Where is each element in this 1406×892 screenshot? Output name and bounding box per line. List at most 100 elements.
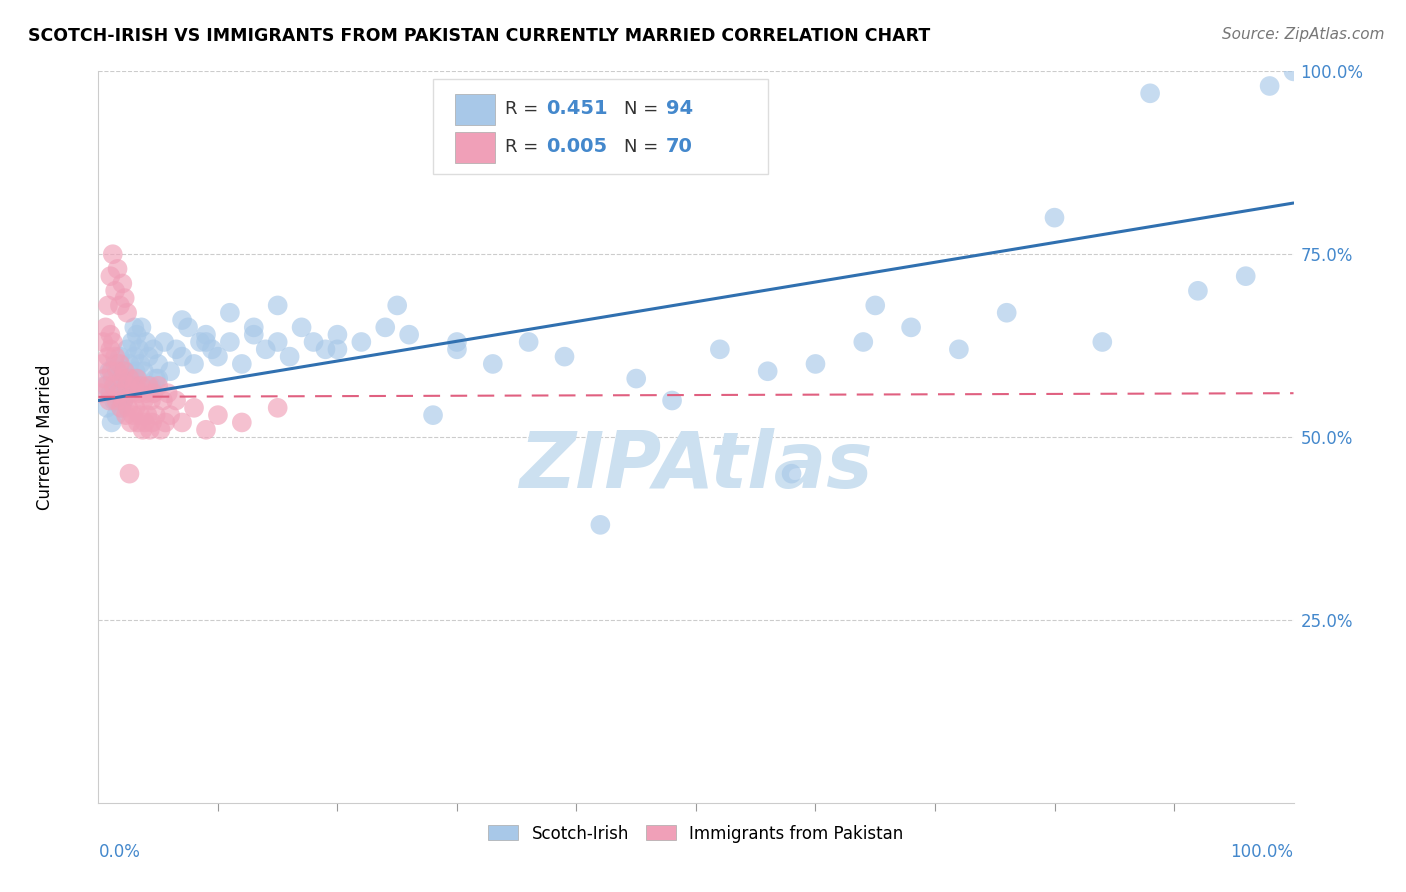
Point xyxy=(129,357,152,371)
Point xyxy=(120,371,142,385)
Point xyxy=(145,408,167,422)
Point xyxy=(446,343,468,357)
Point xyxy=(231,357,253,371)
Point xyxy=(107,261,129,276)
Point xyxy=(172,350,194,364)
Point xyxy=(131,320,153,334)
Point xyxy=(91,357,114,371)
Point xyxy=(111,277,134,291)
Point xyxy=(267,401,290,415)
Point xyxy=(114,364,136,378)
Point xyxy=(105,393,128,408)
Point xyxy=(481,357,505,371)
Point xyxy=(131,423,153,437)
Point xyxy=(149,423,172,437)
Point xyxy=(302,334,325,349)
Text: 70: 70 xyxy=(666,137,693,156)
Point xyxy=(122,379,145,393)
Point xyxy=(589,517,612,532)
Point xyxy=(207,350,229,364)
Point xyxy=(108,357,131,371)
Point xyxy=(165,343,187,357)
Point xyxy=(107,386,129,401)
Point xyxy=(138,379,160,393)
Point xyxy=(142,343,165,357)
Point xyxy=(118,371,141,385)
Point xyxy=(422,408,444,422)
Point xyxy=(948,343,970,357)
Point xyxy=(709,343,731,357)
Point xyxy=(104,357,127,371)
Point xyxy=(124,401,146,415)
Point xyxy=(326,343,349,357)
Point xyxy=(111,371,134,385)
Point xyxy=(219,334,242,349)
Point xyxy=(100,416,122,430)
Point xyxy=(110,401,132,415)
Point xyxy=(195,327,218,342)
Point xyxy=(122,408,145,422)
Point xyxy=(107,386,129,401)
Point xyxy=(159,364,181,378)
Point xyxy=(118,467,141,481)
Point xyxy=(1258,78,1281,93)
Point xyxy=(291,320,314,334)
Text: R =: R = xyxy=(505,137,538,156)
Point xyxy=(93,371,115,385)
Point xyxy=(148,357,170,371)
Point xyxy=(243,320,266,334)
Point xyxy=(120,416,142,430)
Point xyxy=(138,350,160,364)
Point xyxy=(98,327,122,342)
Point xyxy=(145,371,167,385)
Point xyxy=(554,350,576,364)
Point xyxy=(96,401,118,415)
Point xyxy=(128,386,150,401)
Point xyxy=(243,327,266,342)
Point xyxy=(188,334,211,349)
Point xyxy=(98,386,122,401)
Point xyxy=(1091,334,1114,349)
Point xyxy=(995,306,1018,320)
Point xyxy=(115,408,138,422)
Point xyxy=(135,334,157,349)
Point xyxy=(756,364,779,378)
Point xyxy=(121,386,143,401)
Point xyxy=(97,350,120,364)
Text: N =: N = xyxy=(624,100,658,118)
Point xyxy=(350,334,373,349)
Legend: Scotch-Irish, Immigrants from Pakistan: Scotch-Irish, Immigrants from Pakistan xyxy=(482,818,910,849)
Point xyxy=(90,386,112,401)
FancyBboxPatch shape xyxy=(454,132,495,163)
Text: 100.0%: 100.0% xyxy=(1230,843,1294,861)
Point xyxy=(117,401,139,415)
Point xyxy=(804,357,827,371)
Point xyxy=(112,393,135,408)
Point xyxy=(159,408,181,422)
Point xyxy=(115,379,138,393)
Point xyxy=(117,386,139,401)
Point xyxy=(156,386,179,401)
Point xyxy=(103,379,125,393)
Point xyxy=(101,371,124,385)
Point xyxy=(118,357,141,371)
Point xyxy=(517,334,540,349)
Point xyxy=(115,306,138,320)
Point xyxy=(780,467,803,481)
Text: Source: ZipAtlas.com: Source: ZipAtlas.com xyxy=(1222,27,1385,42)
Point xyxy=(115,343,138,357)
Point xyxy=(183,401,205,415)
Point xyxy=(267,298,290,312)
Point xyxy=(110,401,132,415)
Point xyxy=(1234,269,1257,284)
Point xyxy=(207,408,229,422)
Text: ZIPAtlas: ZIPAtlas xyxy=(519,428,873,504)
Text: Currently Married: Currently Married xyxy=(35,364,53,510)
Point xyxy=(104,350,127,364)
Text: 0.0%: 0.0% xyxy=(98,843,141,861)
Point xyxy=(131,379,153,393)
Point xyxy=(148,379,170,393)
Point xyxy=(139,393,162,408)
Point xyxy=(104,284,127,298)
Point xyxy=(98,343,122,357)
